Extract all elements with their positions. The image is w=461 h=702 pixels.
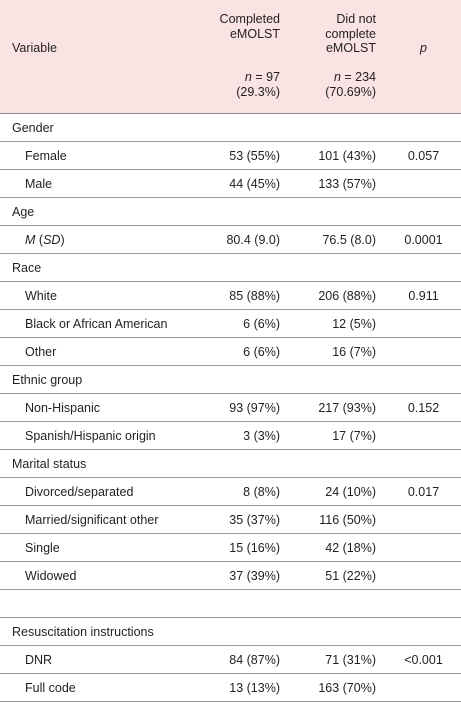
row-label: Spanish/Hispanic origin [0,421,194,450]
header-p: p [386,0,461,114]
not-completed-heading-line2: complete [325,26,376,41]
row-label: M (SD) [0,225,194,254]
table-row: Spanish/Hispanic origin 3 (3%) 17 (7%) [0,421,461,450]
header-completed: Completed eMOLST n = 97 (29.3%) [194,0,290,114]
completed-value: 6 (6%) [194,337,290,366]
p-value: <0.001 [386,645,461,674]
not-completed-value: 133 (57%) [290,169,386,198]
p-value [386,505,461,534]
not-completed-value: 51 (22%) [290,561,386,590]
not-completed-value: 71 (31%) [290,645,386,674]
section-row-age: Age [0,197,461,226]
not-completed-value: 116 (50%) [290,505,386,534]
header-variable: Variable [0,0,194,114]
row-label: Other [0,337,194,366]
p-value [386,337,461,366]
p-value: 0.017 [386,477,461,506]
not-completed-percent: (70.69%) [325,84,376,99]
row-label: Male [0,169,194,198]
p-value [386,561,461,590]
p-value: 0.057 [386,141,461,170]
table-row: Male 44 (45%) 133 (57%) [0,169,461,198]
row-label: Non-Hispanic [0,393,194,422]
p-value: 0.0001 [386,225,461,254]
row-label: White [0,281,194,310]
not-completed-value: 217 (93%) [290,393,386,422]
completed-value: 6 (6%) [194,309,290,338]
table-header-row: Variable Completed eMOLST n = 97 (29.3%) [0,0,461,114]
completed-value: 15 (16%) [194,533,290,562]
completed-value: 84 (87%) [194,645,290,674]
completed-value: 37 (39%) [194,561,290,590]
p-value [386,421,461,450]
section-row-gender: Gender [0,113,461,142]
not-completed-n: n = 234 [333,70,376,84]
section-row-ethnic: Ethnic group [0,365,461,394]
row-label: Female [0,141,194,170]
not-completed-value: 16 (7%) [290,337,386,366]
table-row: Divorced/separated 8 (8%) 24 (10%) 0.017 [0,477,461,506]
completed-value: 3 (3%) [194,421,290,450]
p-value [386,533,461,562]
completed-value: 35 (37%) [194,505,290,534]
spacer-row [0,589,461,618]
p-value: 0.152 [386,393,461,422]
completed-n: n = 97 [244,70,280,84]
table-row: White 85 (88%) 206 (88%) 0.911 [0,281,461,310]
p-heading: p [420,41,427,55]
row-label: Widowed [0,561,194,590]
section-row-resuscitation: Resuscitation instructions [0,617,461,646]
not-completed-value: 42 (18%) [290,533,386,562]
table-row: Female 53 (55%) 101 (43%) 0.057 [0,141,461,170]
completed-value: 85 (88%) [194,281,290,310]
completed-heading-line2: eMOLST [229,26,280,41]
row-label: DNR [0,645,194,674]
row-label: Divorced/separated [0,477,194,506]
variable-heading: Variable [12,41,57,55]
completed-heading-line1: Completed [219,12,280,26]
table-row: Other 6 (6%) 16 (7%) [0,337,461,366]
not-completed-heading-line3: eMOLST [325,41,376,55]
p-value: 0.911 [386,281,461,310]
row-label: Married/significant other [0,505,194,534]
header-not-completed: Did not complete eMOLST n = 234 (70.69%) [290,0,386,114]
not-completed-value: 12 (5%) [290,309,386,338]
table-row: DNR 84 (87%) 71 (31%) <0.001 [0,645,461,674]
not-completed-value: 24 (10%) [290,477,386,506]
table-row: Single 15 (16%) 42 (18%) [0,533,461,562]
table-row: Black or African American 6 (6%) 12 (5%) [0,309,461,338]
completed-percent: (29.3%) [236,84,280,99]
completed-value: 93 (97%) [194,393,290,422]
completed-value: 80.4 (9.0) [194,225,290,254]
not-completed-value: 206 (88%) [290,281,386,310]
not-completed-value: 76.5 (8.0) [290,225,386,254]
table-row: Married/significant other 35 (37%) 116 (… [0,505,461,534]
section-row-race: Race [0,253,461,282]
table-row: M (SD) 80.4 (9.0) 76.5 (8.0) 0.0001 [0,225,461,254]
not-completed-heading-line1: Did not [336,12,376,26]
p-value [386,169,461,198]
table-row: Widowed 37 (39%) 51 (22%) [0,561,461,590]
row-label: Single [0,533,194,562]
table-row: Non-Hispanic 93 (97%) 217 (93%) 0.152 [0,393,461,422]
completed-value: 53 (55%) [194,141,290,170]
row-label: Black or African American [0,309,194,338]
section-row-marital: Marital status [0,449,461,478]
p-value [386,309,461,338]
completed-value: 8 (8%) [194,477,290,506]
not-completed-value: 17 (7%) [290,421,386,450]
not-completed-value: 101 (43%) [290,141,386,170]
completed-value: 44 (45%) [194,169,290,198]
